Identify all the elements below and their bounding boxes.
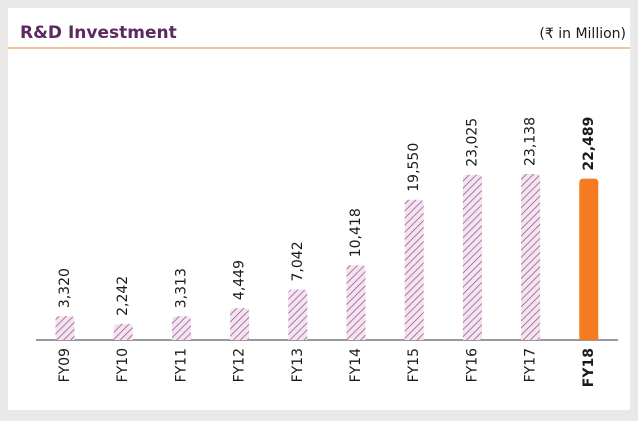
bar xyxy=(230,308,250,340)
bar xyxy=(288,289,308,340)
chart-title: R&D Investment xyxy=(20,23,177,43)
x-tick-label: FY12 xyxy=(232,348,248,382)
bar xyxy=(404,199,424,340)
bar xyxy=(462,174,482,340)
x-tick-label: FY10 xyxy=(115,348,131,382)
value-label: 3,320 xyxy=(57,268,73,308)
bar xyxy=(579,178,599,340)
value-label: 2,242 xyxy=(115,276,131,316)
x-tick-label: FY13 xyxy=(290,348,306,382)
value-label: 23,138 xyxy=(523,117,539,166)
value-label: 7,042 xyxy=(290,241,306,281)
value-label: 23,025 xyxy=(464,118,480,167)
value-label: 22,489 xyxy=(581,117,597,171)
value-label: 19,550 xyxy=(406,143,422,192)
x-tick-label: FY11 xyxy=(173,348,189,382)
x-tick-label: FY17 xyxy=(523,348,539,382)
bar xyxy=(521,174,541,340)
bar xyxy=(55,316,75,340)
bar xyxy=(346,265,366,340)
x-tick-label: FY09 xyxy=(57,348,73,382)
x-tick-label: FY18 xyxy=(581,348,597,387)
x-tick-label: FY15 xyxy=(406,348,422,382)
value-label: 10,418 xyxy=(348,208,364,257)
value-label: 4,449 xyxy=(232,260,248,300)
value-label: 3,313 xyxy=(173,268,189,308)
bar xyxy=(113,323,133,340)
chart-subtitle: (₹ in Million) xyxy=(539,26,626,42)
x-tick-label: FY16 xyxy=(464,348,480,383)
bar xyxy=(171,316,191,340)
x-tick-label: FY14 xyxy=(348,348,364,383)
